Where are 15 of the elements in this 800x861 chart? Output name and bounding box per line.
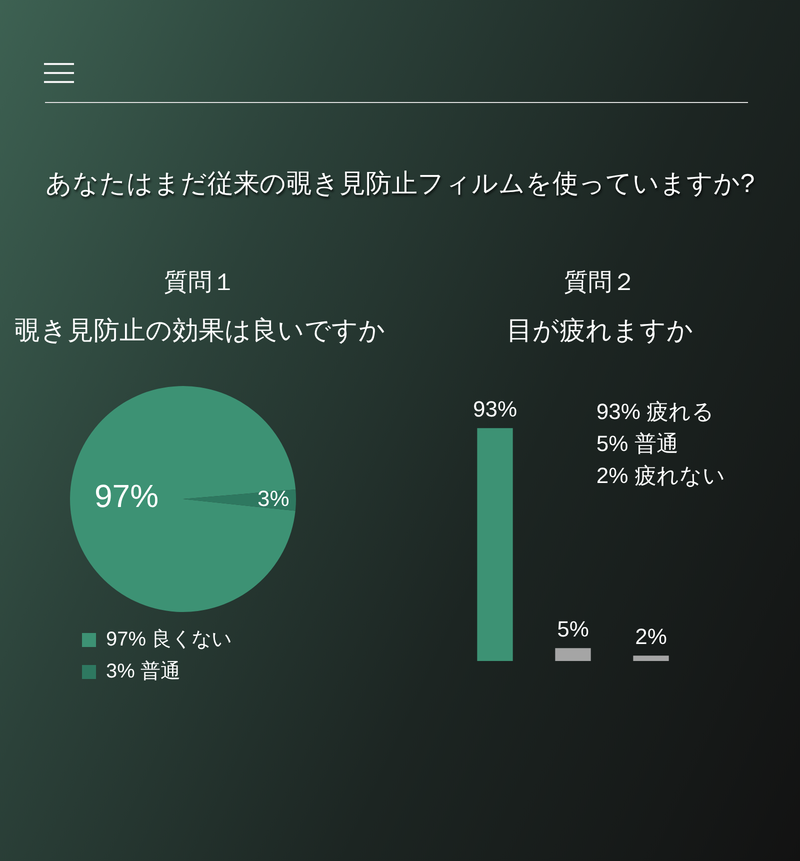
data-label: 3% xyxy=(257,486,290,512)
chart-subtitle: 覗き見防止の効果は良いですか xyxy=(14,314,386,346)
data-label: 93% xyxy=(472,396,518,422)
annotation: 2% 疲れない xyxy=(596,463,726,488)
text: あなたはまだ従来の覗き見防止フィルムを使っていますか? xyxy=(44,167,756,200)
legend-label: 3% 普通 xyxy=(106,660,180,683)
chart-subtitle: 目が疲れますか xyxy=(506,314,694,346)
annotation: 5% 普通 xyxy=(596,431,678,456)
data-label: 2% xyxy=(635,624,667,650)
data-label: 97% xyxy=(94,478,159,514)
text: 93% 疲れる xyxy=(596,399,715,424)
data-label: 5% xyxy=(557,616,589,642)
legend-label: 97% 良くない xyxy=(106,628,232,651)
chart-title: 質問２ xyxy=(563,268,637,298)
chart-title: 質問１ xyxy=(163,268,237,298)
